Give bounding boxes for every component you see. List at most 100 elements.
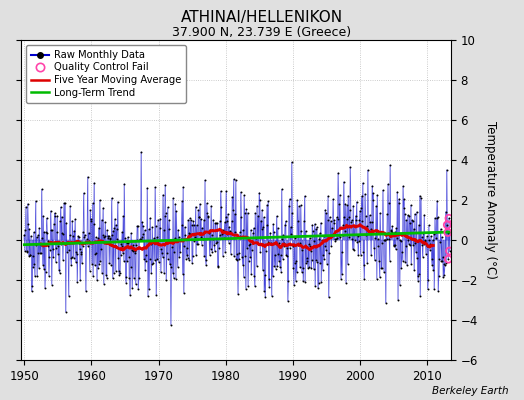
Point — [90, 221, 98, 228]
Point — [106, 235, 115, 241]
Point — [78, 243, 86, 250]
Point — [167, 264, 176, 270]
Point — [431, 229, 440, 235]
Point — [211, 220, 219, 227]
Point — [40, 228, 49, 235]
Point — [241, 210, 249, 216]
Point — [298, 247, 307, 254]
Point — [324, 294, 333, 300]
Point — [174, 226, 182, 233]
Legend: Raw Monthly Data, Quality Control Fail, Five Year Moving Average, Long-Term Tren: Raw Monthly Data, Quality Control Fail, … — [26, 45, 187, 102]
Point — [419, 229, 428, 236]
Point — [210, 242, 218, 248]
Point — [85, 238, 93, 244]
Point — [96, 258, 105, 264]
Point — [41, 269, 50, 275]
Point — [96, 197, 104, 203]
Point — [331, 238, 340, 244]
Point — [436, 226, 445, 232]
Point — [133, 236, 141, 243]
Point — [147, 241, 155, 247]
Point — [158, 254, 167, 261]
Point — [338, 271, 346, 277]
Point — [209, 236, 217, 242]
Point — [443, 166, 451, 173]
Point — [189, 218, 198, 224]
Point — [30, 260, 39, 267]
Point — [50, 210, 59, 216]
Point — [193, 241, 202, 248]
Point — [34, 249, 42, 256]
Point — [47, 208, 55, 214]
Point — [399, 204, 408, 211]
Point — [429, 267, 438, 274]
Point — [184, 230, 193, 236]
Point — [294, 242, 303, 248]
Point — [403, 212, 412, 218]
Point — [93, 277, 101, 283]
Point — [99, 204, 107, 211]
Point — [84, 230, 93, 236]
Point — [52, 245, 60, 252]
Point — [60, 200, 68, 206]
Point — [349, 202, 357, 209]
Point — [444, 256, 453, 262]
Point — [396, 282, 404, 288]
Point — [414, 277, 422, 284]
Point — [185, 257, 193, 263]
Point — [248, 240, 257, 246]
Point — [420, 241, 428, 247]
Point — [373, 192, 381, 198]
Point — [111, 268, 119, 274]
Point — [238, 262, 247, 268]
Point — [45, 254, 53, 260]
Point — [421, 237, 430, 243]
Point — [38, 234, 47, 241]
Point — [360, 261, 368, 268]
Text: ATHINAI/HELLENIKON: ATHINAI/HELLENIKON — [181, 10, 343, 25]
Point — [137, 149, 146, 155]
Point — [316, 220, 325, 226]
Point — [342, 280, 350, 286]
Point — [263, 222, 271, 228]
Point — [182, 244, 191, 251]
Point — [65, 247, 73, 253]
Point — [336, 192, 344, 198]
Point — [115, 268, 123, 274]
Point — [290, 235, 299, 241]
Point — [156, 225, 164, 231]
Point — [352, 216, 361, 223]
Point — [203, 209, 212, 216]
Point — [363, 260, 372, 266]
Point — [191, 234, 199, 240]
Point — [293, 197, 301, 204]
Point — [73, 251, 81, 257]
Point — [44, 242, 52, 249]
Point — [187, 217, 195, 224]
Point — [192, 222, 201, 228]
Point — [390, 242, 398, 248]
Point — [372, 230, 380, 236]
Point — [81, 240, 90, 246]
Point — [157, 246, 166, 253]
Point — [83, 174, 92, 180]
Point — [235, 233, 244, 239]
Point — [388, 223, 397, 229]
Point — [217, 230, 226, 237]
Point — [408, 218, 417, 224]
Point — [198, 241, 206, 248]
Point — [218, 227, 226, 233]
Point — [344, 193, 353, 199]
Point — [422, 242, 431, 249]
Point — [117, 243, 126, 249]
Point — [271, 251, 279, 258]
Point — [247, 226, 255, 233]
Point — [104, 234, 113, 241]
Point — [284, 278, 292, 284]
Point — [361, 190, 369, 197]
Point — [314, 280, 323, 286]
Point — [219, 253, 227, 259]
Point — [324, 193, 332, 199]
Point — [214, 264, 222, 270]
Text: 37.900 N, 23.739 E (Greece): 37.900 N, 23.739 E (Greece) — [172, 26, 352, 39]
